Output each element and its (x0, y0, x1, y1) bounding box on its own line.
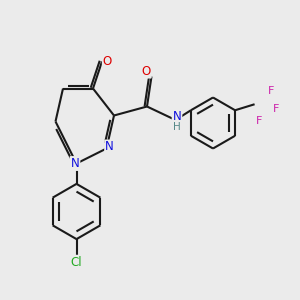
Text: F: F (256, 116, 262, 126)
Text: N: N (70, 157, 80, 170)
Text: O: O (103, 55, 112, 68)
Text: Cl: Cl (71, 256, 82, 269)
Text: H: H (173, 122, 181, 133)
Text: F: F (272, 104, 279, 114)
Text: N: N (172, 110, 182, 124)
Text: O: O (142, 64, 151, 78)
Text: F: F (268, 86, 274, 96)
Text: N: N (105, 140, 114, 154)
